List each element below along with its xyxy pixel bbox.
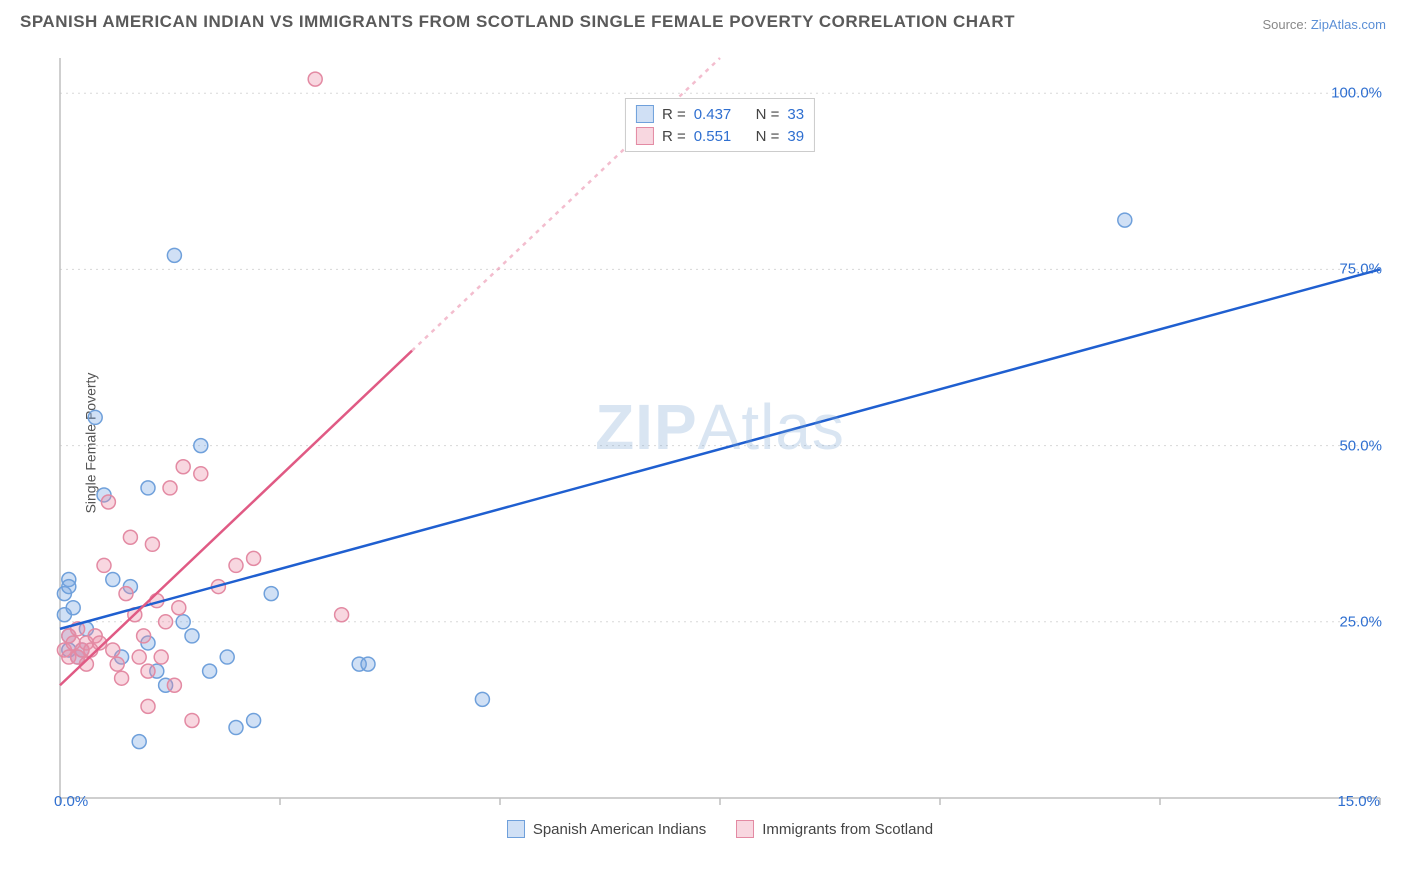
y-axis-tick-label: 25.0% [1339, 613, 1382, 630]
series-legend: Spanish American Indians Immigrants from… [50, 820, 1390, 838]
swatch-icon [636, 105, 654, 123]
y-axis-tick-label: 50.0% [1339, 437, 1382, 454]
legend-row-series-0: R = 0.437 N = 33 [636, 103, 804, 125]
scatter-chart [50, 48, 1390, 838]
chart-container: Single Female Poverty ZIPAtlas R = 0.437… [50, 48, 1390, 838]
correlation-legend: R = 0.437 N = 33 R = 0.551 N = 39 [625, 98, 815, 152]
y-axis-tick-label: 75.0% [1339, 261, 1382, 278]
x-axis-max-label: 15.0% [1337, 793, 1380, 810]
r-value: 0.551 [694, 128, 732, 145]
legend-item-1: Immigrants from Scotland [736, 820, 933, 838]
n-value: 39 [787, 128, 804, 145]
n-value: 33 [787, 106, 804, 123]
x-axis-min-label: 0.0% [54, 793, 88, 810]
y-axis-tick-label: 100.0% [1331, 85, 1382, 102]
source-attribution: Source: ZipAtlas.com [1262, 17, 1386, 32]
swatch-icon [507, 820, 525, 838]
swatch-icon [736, 820, 754, 838]
source-link[interactable]: ZipAtlas.com [1311, 17, 1386, 32]
r-value: 0.437 [694, 106, 732, 123]
chart-title: SPANISH AMERICAN INDIAN VS IMMIGRANTS FR… [20, 12, 1015, 32]
legend-row-series-1: R = 0.551 N = 39 [636, 125, 804, 147]
header: SPANISH AMERICAN INDIAN VS IMMIGRANTS FR… [0, 0, 1406, 40]
legend-item-0: Spanish American Indians [507, 820, 706, 838]
swatch-icon [636, 127, 654, 145]
